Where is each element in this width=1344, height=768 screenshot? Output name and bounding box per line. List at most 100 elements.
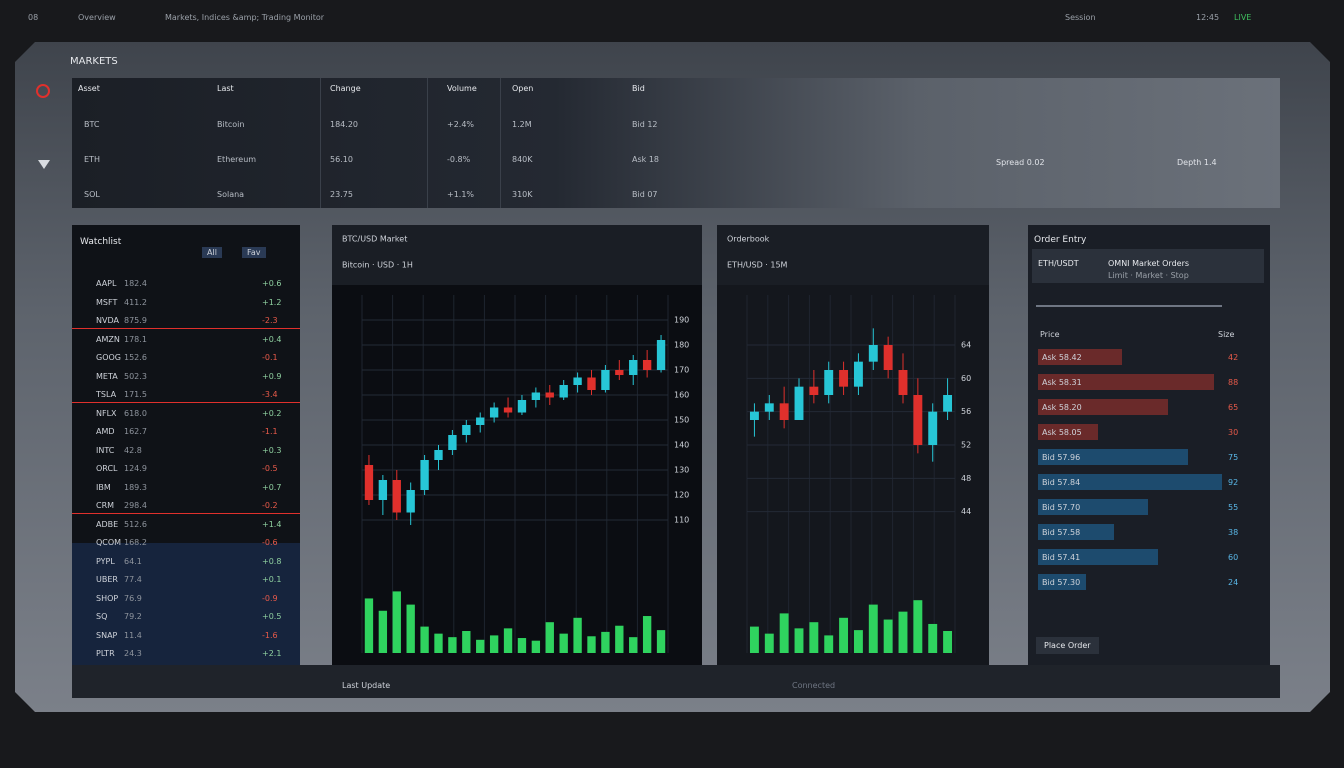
collapse-icon[interactable]	[38, 160, 50, 169]
candle-body	[749, 411, 759, 420]
symbol: IBM	[96, 482, 111, 492]
headline: OMNI Market Orders	[1108, 259, 1190, 268]
symbol: NVDA	[96, 316, 119, 325]
volume-bar	[434, 633, 443, 653]
candle-body	[615, 370, 624, 375]
symbol: SHOP	[96, 593, 119, 603]
column-divider	[320, 78, 321, 208]
candle-body	[883, 345, 893, 370]
change: +2.1	[262, 649, 282, 658]
price: 178.1	[124, 334, 147, 344]
order-col-header: Price	[1040, 330, 1060, 339]
footer-bar: Last Update Connected	[72, 665, 1280, 698]
top-menu-item: 08	[28, 13, 39, 22]
price: 875.9	[124, 316, 147, 325]
table-cell: 56.10	[330, 155, 353, 164]
y-tick-label: 60	[961, 374, 971, 383]
order-size: 55	[1228, 503, 1239, 512]
order-label: Bid 57.70	[1042, 503, 1081, 512]
candle-body	[462, 425, 471, 435]
change: -2.3	[262, 316, 278, 325]
symbol: PYPL	[96, 556, 115, 566]
price: 77.4	[124, 575, 142, 584]
change: +1.2	[262, 297, 282, 307]
table-note: Depth 1.4	[1177, 158, 1217, 167]
table-cell: 184.20	[330, 120, 358, 129]
symbol: AMZN	[96, 334, 120, 344]
watchlist-panel: Watchlist All Fav AAPL 182.4 +0.6 MSFT 411.2 +1.…	[72, 225, 300, 665]
price: 162.7	[124, 427, 147, 436]
record-icon[interactable]	[36, 84, 50, 98]
depth-bar	[1038, 399, 1168, 415]
price: 24.3	[124, 649, 142, 658]
change: -0.5	[262, 464, 278, 473]
order-label: Ask 58.05	[1042, 428, 1082, 437]
candle-body	[764, 403, 774, 412]
change: +0.5	[262, 612, 282, 621]
alert-line	[72, 402, 300, 403]
volume-bar	[559, 633, 568, 653]
secondary-chart: Orderbook ETH/USD · 15M 44 48 52 56 60 64	[717, 225, 989, 665]
order-label: Bid 57.84	[1042, 478, 1081, 487]
table-cell: Bid 07	[632, 190, 658, 199]
price: 512.6	[124, 519, 147, 529]
change: +0.6	[262, 279, 282, 288]
table-cell: +1.1%	[447, 190, 475, 199]
candle-body	[824, 370, 834, 395]
volume-bar	[378, 610, 388, 653]
volume-bar	[764, 633, 774, 653]
symbol: UBER	[96, 575, 118, 584]
table-note: Spread 0.02	[996, 158, 1045, 167]
candle-body	[898, 370, 908, 395]
price: 124.9	[124, 464, 147, 473]
depth-bar	[1038, 499, 1148, 515]
chart-header	[332, 225, 702, 285]
depth-bar	[1038, 549, 1158, 565]
symbol: SQ	[96, 612, 108, 621]
slider	[1036, 305, 1222, 307]
symbol: TSLA	[96, 390, 117, 399]
watchlist-title: Watchlist	[80, 237, 122, 247]
symbol: MSFT	[96, 297, 118, 307]
depth-bar	[1038, 574, 1086, 590]
order-size: 42	[1228, 353, 1239, 362]
column-divider	[427, 78, 428, 208]
candle-body	[545, 392, 554, 398]
table-cell: Ask 18	[632, 155, 659, 164]
depth-bar	[1038, 474, 1222, 490]
y-tick-label: 120	[674, 491, 689, 500]
y-tick-label: 160	[674, 391, 689, 400]
y-tick-label: 140	[674, 441, 689, 450]
order-size: 38	[1228, 528, 1239, 537]
volume-bar	[448, 637, 457, 653]
change: +0.8	[262, 556, 282, 566]
order-size: 65	[1228, 403, 1239, 412]
candle-body	[809, 386, 819, 395]
volume-bar	[656, 630, 666, 653]
price: 182.4	[124, 279, 147, 288]
volume-bar	[489, 635, 499, 653]
market-table: Asset Last Change Volume Open Bid BTC Bitcoin 18…	[72, 78, 1280, 208]
order-size: 30	[1228, 428, 1239, 437]
y-tick-label: 180	[674, 341, 689, 350]
volume-bar	[406, 604, 415, 653]
candle-body	[448, 435, 457, 450]
volume-bar	[364, 598, 374, 653]
y-tick-label: 48	[961, 474, 971, 483]
volume-bar	[749, 626, 759, 653]
place-order-button[interactable]: Place Order	[1036, 637, 1099, 654]
table-cell: -0.8%	[447, 155, 471, 164]
candle-body	[420, 460, 429, 490]
price: 189.3	[124, 482, 147, 492]
pair: ETH/USDT	[1038, 259, 1079, 268]
order-label: Bid 57.41	[1042, 553, 1081, 562]
symbol: GOOG	[96, 353, 121, 362]
change: +0.1	[262, 575, 282, 584]
change: +0.2	[262, 408, 282, 418]
table-cell: Solana	[217, 190, 245, 199]
candle-body	[364, 465, 374, 500]
symbol: META	[96, 371, 118, 381]
footer-mid: Connected	[792, 681, 836, 690]
y-tick-label: 56	[961, 407, 971, 416]
order-size: 75	[1228, 453, 1239, 462]
